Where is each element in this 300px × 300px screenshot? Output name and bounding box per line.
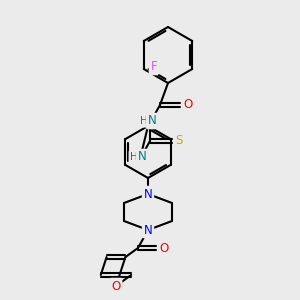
Text: N: N (144, 224, 152, 236)
Text: N: N (148, 115, 156, 128)
Text: F: F (150, 61, 157, 74)
Text: N: N (138, 151, 146, 164)
Text: H: H (140, 116, 148, 126)
Text: O: O (159, 242, 169, 254)
Text: O: O (183, 98, 193, 112)
Text: S: S (175, 134, 183, 148)
Text: N: N (144, 188, 152, 200)
Text: O: O (111, 280, 121, 292)
Text: H: H (130, 152, 138, 162)
